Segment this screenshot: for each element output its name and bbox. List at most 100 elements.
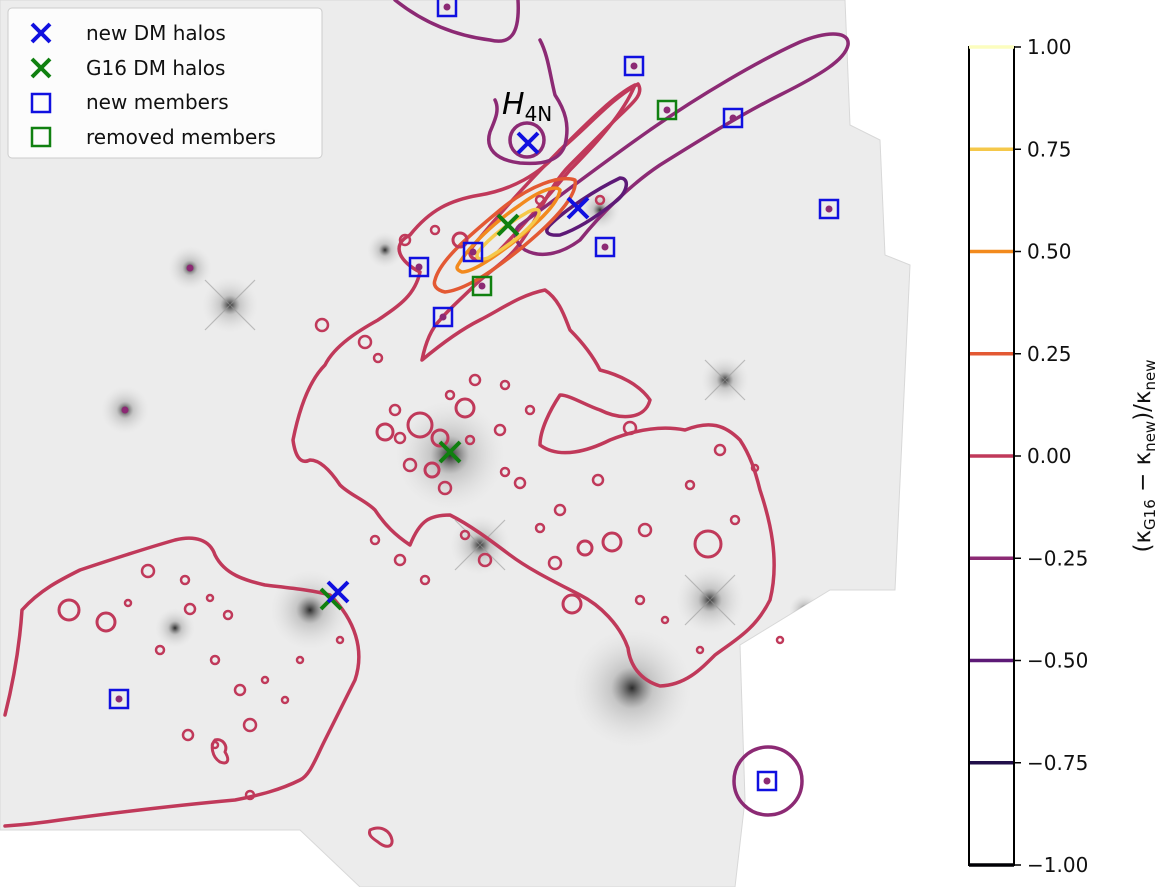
member-circle: [576, 539, 594, 557]
new-member-marker: [594, 236, 616, 258]
new-member-marker: [108, 688, 130, 710]
member-circle: [695, 645, 705, 655]
member-circle: [423, 461, 441, 479]
member-circle: [451, 231, 469, 249]
member-circle: [57, 598, 81, 622]
colorbar-tick-label: −0.50: [1027, 649, 1088, 673]
contour-0.00-blob: [210, 738, 230, 765]
legend-entry-new-members: new members: [30, 90, 229, 114]
member-circle: [393, 553, 407, 567]
member-circle: [402, 457, 418, 473]
member-dot: [663, 106, 671, 114]
member-circle: [459, 529, 471, 541]
member-circle: [534, 194, 546, 206]
new-halo-marker: [326, 580, 350, 604]
member-circles: [57, 3, 833, 801]
member-circle: [693, 529, 723, 559]
member-circle: [534, 522, 546, 534]
member-circle: [357, 334, 373, 350]
member-circle: [375, 422, 395, 442]
colorbar-tick-label: 1.00: [1027, 35, 1072, 59]
colorbar-tick-label: −0.25: [1027, 546, 1088, 570]
colorbar-tick-label: 0.75: [1027, 137, 1072, 161]
member-dot: [729, 114, 737, 122]
new-member-marker: [436, 0, 458, 18]
member-circle: [547, 555, 563, 571]
member-circle: [684, 479, 696, 491]
g16-halo-marker: [496, 213, 520, 237]
legend-label: new DM halos: [86, 21, 226, 45]
x-marker-icon: [30, 57, 52, 79]
colorbar-tick-label: 0.00: [1027, 444, 1072, 468]
new-member-marker: [756, 770, 778, 792]
colorbar-tick-label: −0.75: [1027, 751, 1088, 775]
member-circle: [183, 602, 197, 616]
member-circle: [622, 420, 638, 436]
member-circle: [388, 403, 402, 417]
member-circle: [429, 224, 441, 236]
member-circle: [553, 503, 567, 517]
member-circle: [295, 655, 305, 665]
member-circle: [464, 434, 476, 446]
member-circle: [406, 411, 434, 439]
member-circle: [419, 574, 431, 586]
member-circle: [372, 352, 384, 364]
new-halo-marker: [566, 196, 590, 220]
bright-galaxy: [572, 628, 692, 748]
member-circle: [437, 480, 453, 496]
member-circle: [513, 476, 527, 490]
member-circle: [369, 534, 381, 546]
member-dot: [469, 248, 477, 256]
member-dot: [763, 777, 771, 785]
x-marker-icon: [30, 22, 52, 44]
new-halo-marker: [516, 131, 540, 155]
member-circle: [591, 473, 605, 487]
member-circle: [335, 635, 345, 645]
colorbar-label: (κG16 − κnew)/κnew: [1130, 359, 1159, 552]
member-circle: [499, 379, 511, 391]
contour--0.50: [545, 176, 628, 237]
member-circle: [499, 466, 511, 478]
member-circle: [775, 635, 785, 645]
member-dot: [439, 313, 447, 321]
legend: new DM halos G16 DM halos new members re…: [7, 7, 323, 159]
member-circle: [729, 514, 741, 526]
contours: [3, 0, 850, 848]
bright-galaxy: [270, 570, 350, 650]
contour-0.25: [432, 177, 577, 294]
member-circle: [468, 373, 482, 387]
halo-markers: [108, 0, 840, 792]
square-marker-icon: [30, 126, 52, 148]
g16-halo-marker: [438, 440, 462, 464]
member-circle: [601, 531, 623, 553]
diffraction-spikes: [204, 279, 746, 626]
colorbar-ticks: 1.00 0.75 0.50 0.25 0.00 −0.25 −0.50 −0.75 −1.00: [969, 35, 1088, 877]
member-circle: [314, 317, 330, 333]
member-circle: [430, 428, 450, 448]
bright-galaxy: [155, 608, 195, 648]
removed-member-marker: [471, 275, 493, 297]
member-circle: [444, 389, 456, 401]
member-circle: [750, 463, 760, 473]
contour--0.25-north: [393, 0, 569, 166]
legend-box: [7, 7, 323, 159]
contour-0.00-blob: [368, 826, 394, 848]
member-circle: [242, 717, 258, 733]
colorbar-tick-label: −1.00: [1027, 853, 1088, 877]
bright-galaxy: [395, 400, 505, 510]
member-circle: [477, 552, 493, 568]
member-circle: [95, 611, 117, 633]
member-circle: [561, 593, 583, 615]
member-circle: [594, 194, 606, 206]
new-member-marker: [408, 256, 430, 278]
annotation-subscript: 4N: [525, 102, 553, 126]
member-circle: [398, 233, 412, 247]
member-circle: [181, 728, 195, 742]
member-circle: [210, 740, 220, 750]
new-member-marker: [623, 55, 645, 77]
legend-entry-removed-members: removed members: [30, 125, 276, 149]
member-dot: [478, 282, 486, 290]
member-dot: [186, 264, 194, 272]
contour--0.25-ring: [732, 745, 804, 817]
